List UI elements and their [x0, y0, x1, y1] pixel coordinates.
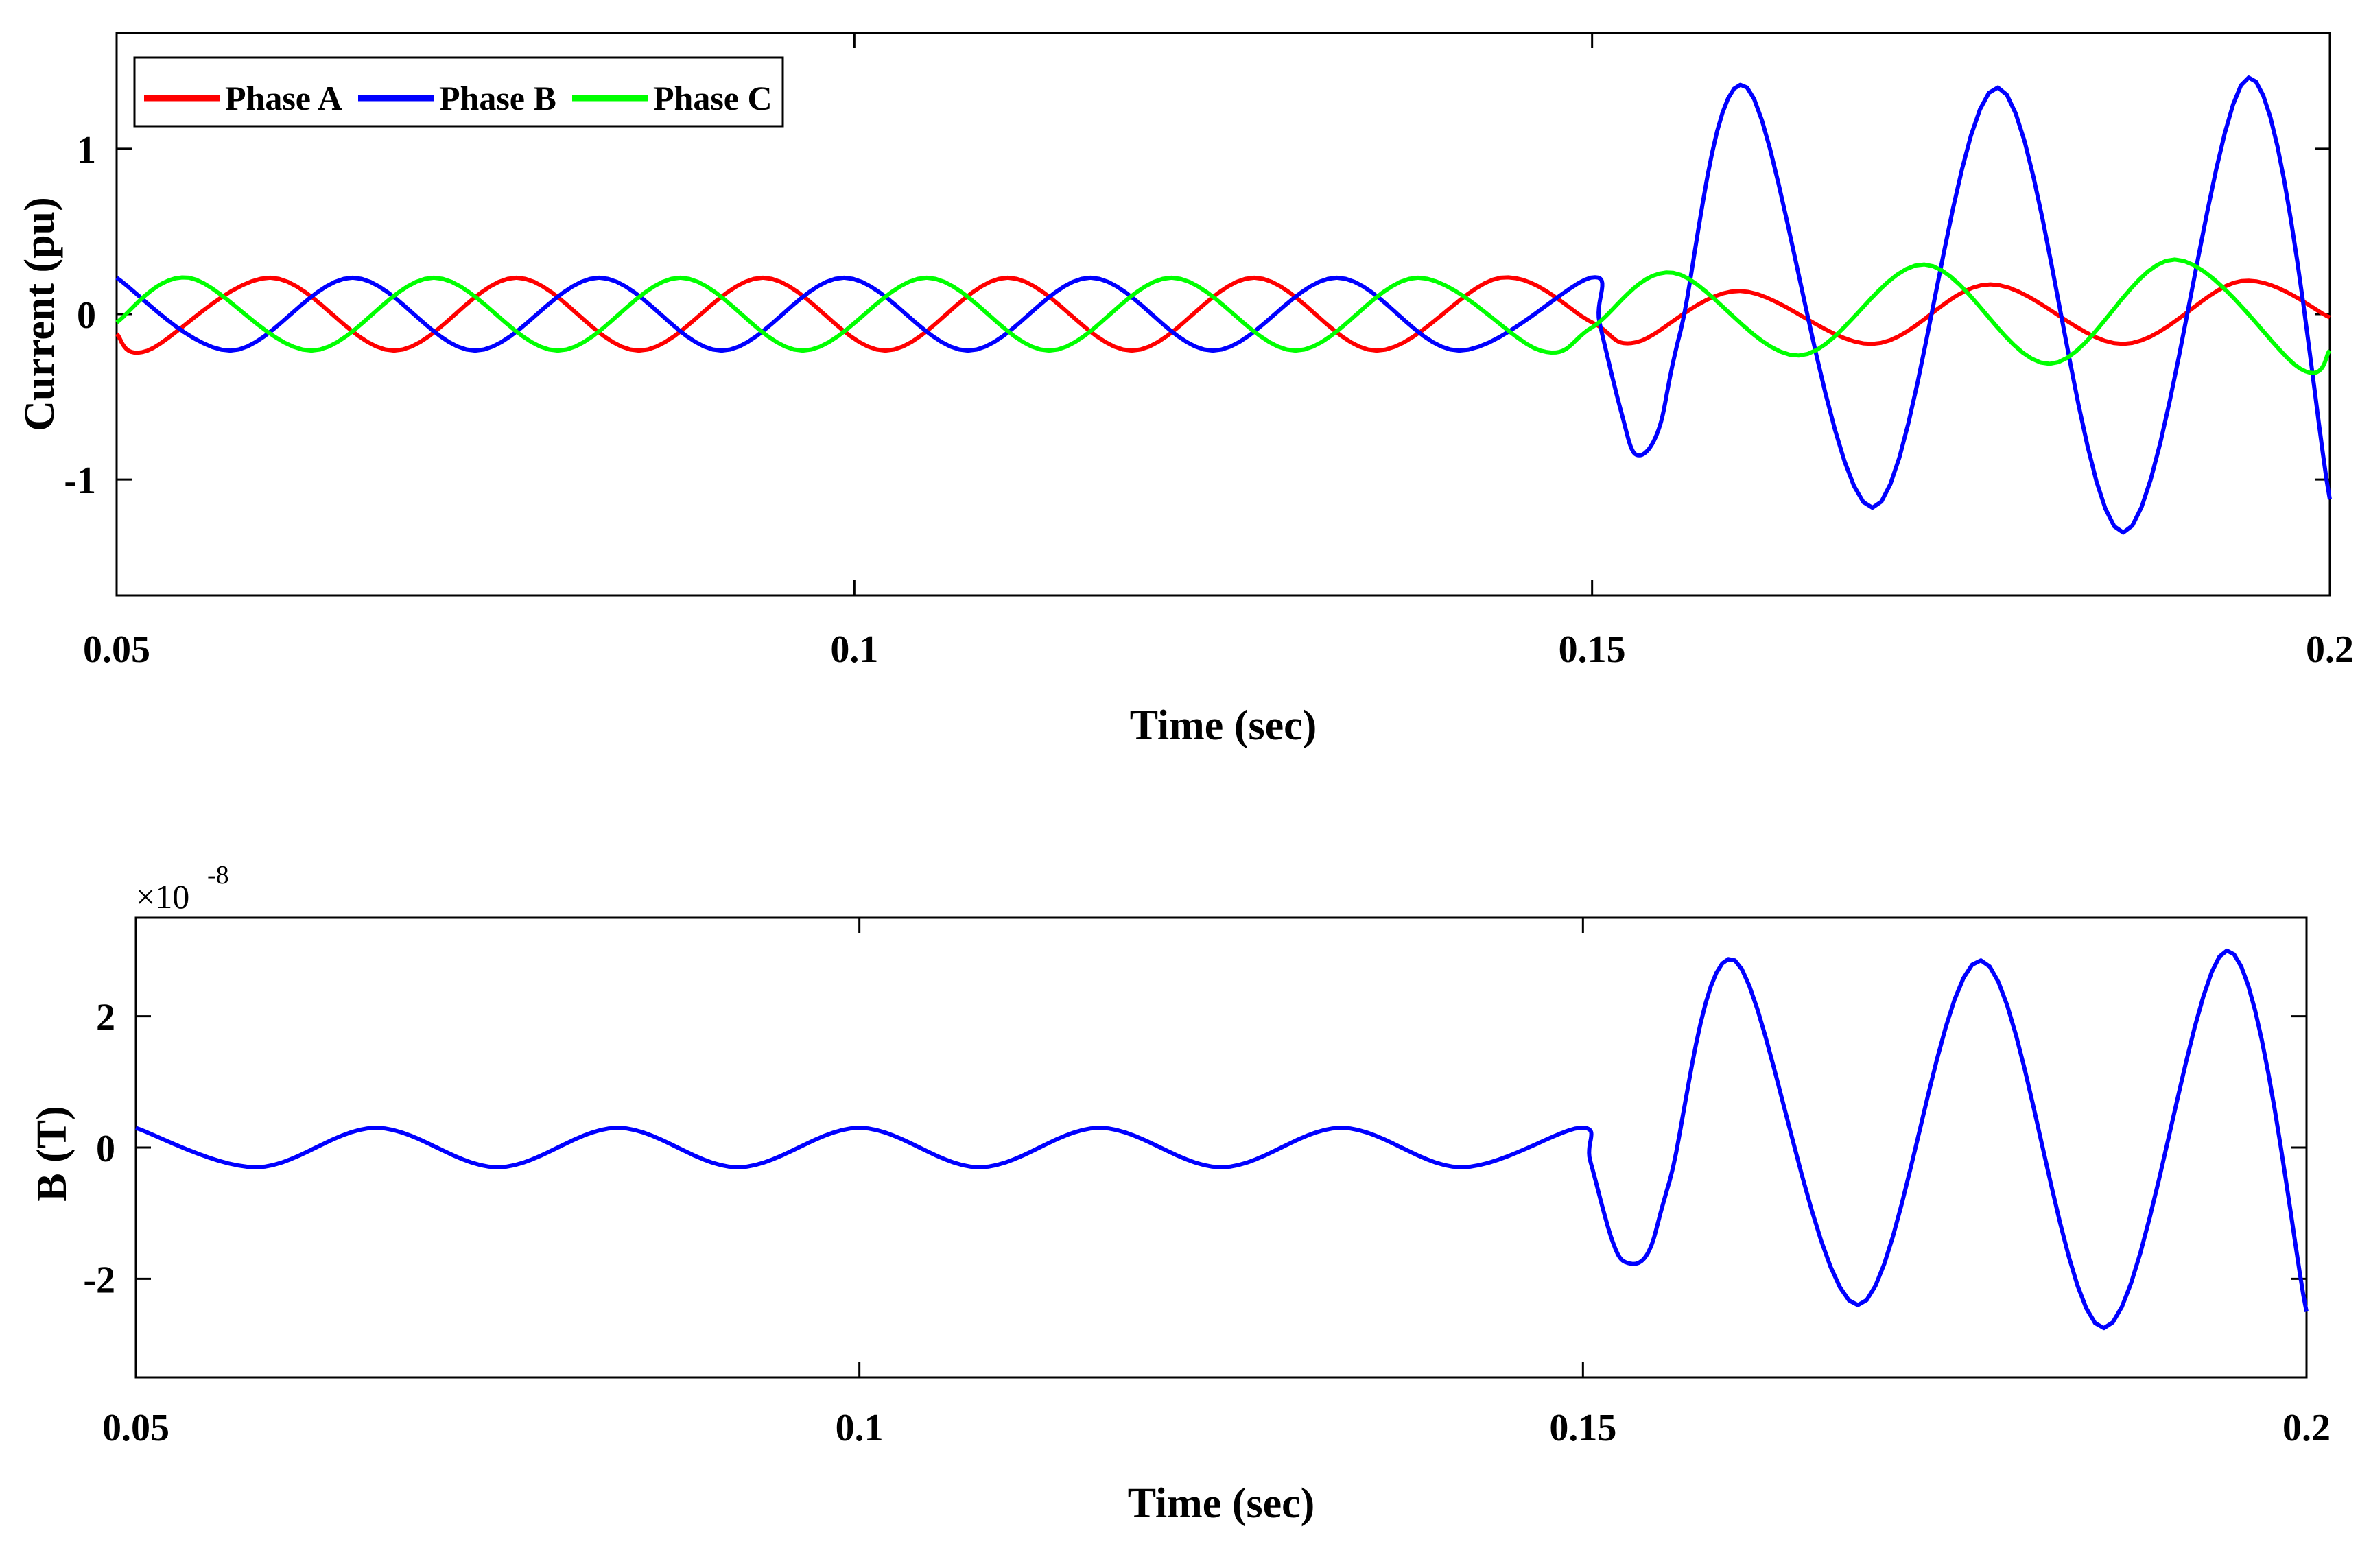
current-legend: Phase A Phase B Phase C: [133, 56, 784, 128]
flux-density-chart: 0.05 0.1 0.15 0.2 -2 0 2 ×10 -8 Time (sec) B (…: [29, 861, 2331, 1527]
current-series-phase-b: [115, 75, 2332, 535]
flux-series-flux-density: [134, 948, 2309, 1331]
flux-y-exponent-label: ×10: [136, 877, 189, 916]
flux-y-axis-label: B (T): [29, 1106, 75, 1202]
flux-y-tick-label: 0: [96, 1128, 115, 1170]
current-y-tick-label: 0: [77, 294, 96, 337]
flux-y-tick-label: 2: [96, 997, 115, 1039]
current-y-tick-label: 1: [77, 129, 96, 171]
current-x-tick-label: 0.1: [830, 628, 878, 671]
current-x-tick-label: 0.15: [1559, 628, 1626, 671]
current-series-phase-c: [115, 257, 2332, 375]
flux-x-axis-label: Time (sec): [1128, 1480, 1315, 1527]
flux-x-tick-label: 0.15: [1549, 1407, 1616, 1449]
current-x-axis-label: Time (sec): [1130, 702, 1317, 749]
legend-box: [133, 56, 784, 128]
flux-x-tick-label: 0.1: [836, 1407, 884, 1449]
flux-x-tick-label: 0.2: [2282, 1407, 2331, 1449]
current-x-tick-label: 0.2: [2306, 628, 2354, 671]
flux-x-tick-label: 0.05: [102, 1407, 169, 1449]
legend-label-phase-c: Phase C: [653, 79, 772, 117]
flux-plot-frame: [134, 916, 2308, 1379]
current-x-tick-label: 0.05: [83, 628, 150, 671]
current-y-axis-label: Current (pu): [16, 197, 63, 431]
flux-y-exponent-value: -8: [207, 861, 229, 890]
current-y-tick-label: -1: [64, 460, 96, 502]
legend-label-phase-a: Phase A: [225, 79, 342, 117]
current-chart: 0.05 0.1 0.15 0.2 -1 0 1 Phase A Phase B Phase…: [16, 32, 2354, 749]
legend-label-phase-b: Phase B: [439, 79, 556, 117]
flux-y-tick-label: -2: [83, 1259, 115, 1301]
